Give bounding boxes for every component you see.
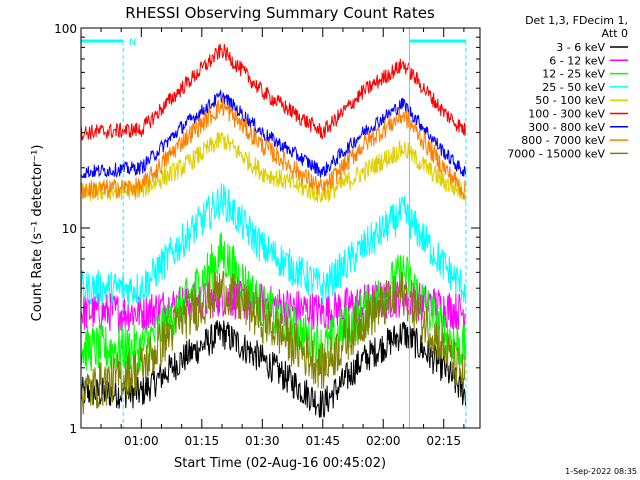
legend-label: 6 - 12 keV bbox=[549, 54, 605, 67]
plot-data-layer: N bbox=[81, 28, 467, 428]
x-axis-label: Start Time (02-Aug-16 00:45:02) bbox=[174, 456, 386, 471]
legend-label: 12 - 25 keV bbox=[542, 68, 605, 81]
y-tick-label: 100 bbox=[54, 22, 77, 36]
footer-timestamp: 1-Sep-2022 08:35 bbox=[565, 467, 637, 476]
legend-label: 3 - 6 keV bbox=[556, 41, 605, 54]
y-tick-label: 1 bbox=[69, 422, 77, 436]
legend-label: 50 - 100 keV bbox=[535, 94, 605, 107]
series-line-3 bbox=[81, 183, 467, 307]
series-line-2 bbox=[81, 232, 467, 373]
y-tick-label: 10 bbox=[62, 222, 77, 236]
x-tick-label: 02:00 bbox=[366, 434, 401, 448]
legend-label: 25 - 50 keV bbox=[542, 81, 605, 94]
x-tick-label: 02:15 bbox=[426, 434, 461, 448]
legend-label: 100 - 300 keV bbox=[528, 108, 605, 121]
legend-header-line-2: Att 0 bbox=[602, 27, 628, 40]
plot-axes: 1 10 100 01:00 01:15 01:30 01:45 02:00 02:15 bbox=[54, 22, 481, 448]
x-tick-label: 01:45 bbox=[305, 434, 340, 448]
x-tick-label: 01:30 bbox=[245, 434, 280, 448]
legend-label: 7000 - 15000 keV bbox=[507, 147, 605, 160]
series-line-7 bbox=[81, 97, 467, 200]
x-tick-label: 01:00 bbox=[124, 434, 159, 448]
series-line-8 bbox=[81, 270, 467, 415]
x-tick-label: 01:15 bbox=[185, 434, 220, 448]
legend-label: 300 - 800 keV bbox=[528, 121, 605, 134]
y-axis-label: Count Rate (s⁻¹ detector⁻¹) bbox=[30, 145, 45, 322]
chart-title: RHESSI Observing Summary Count Rates bbox=[125, 4, 435, 22]
legend-label: 800 - 7000 keV bbox=[521, 134, 605, 147]
series-line-6 bbox=[81, 88, 467, 179]
legend-header-line-1: Det 1,3, FDecim 1, bbox=[525, 14, 628, 27]
chart-text-layer: RHESSI Observing Summary Count Rates Sta… bbox=[30, 4, 637, 476]
flag-annotation: N bbox=[129, 38, 136, 48]
series-line-0 bbox=[81, 320, 467, 418]
series-line-5 bbox=[81, 43, 467, 141]
